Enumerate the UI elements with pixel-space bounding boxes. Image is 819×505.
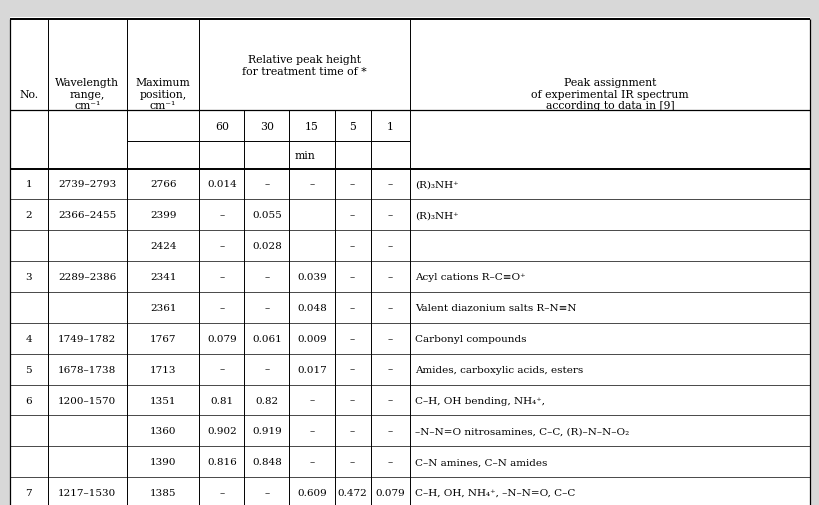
Text: 0.81: 0.81	[210, 396, 233, 405]
Text: –: –	[387, 180, 392, 189]
Text: –: –	[219, 242, 224, 250]
Text: 0.472: 0.472	[337, 488, 367, 497]
Text: 0.902: 0.902	[206, 427, 237, 435]
Text: 0.82: 0.82	[255, 396, 278, 405]
Text: –: –	[264, 488, 269, 497]
Text: 0.028: 0.028	[251, 242, 282, 250]
Text: –: –	[387, 304, 392, 312]
Text: –: –	[264, 365, 269, 374]
Text: Carbonyl compounds: Carbonyl compounds	[414, 334, 526, 343]
Text: –: –	[219, 211, 224, 220]
Text: 30: 30	[260, 121, 274, 131]
Text: (R)₃NH⁺: (R)₃NH⁺	[414, 180, 458, 189]
Text: 2: 2	[25, 211, 32, 220]
Text: 2739–2793: 2739–2793	[58, 180, 116, 189]
Text: 7: 7	[25, 488, 32, 497]
Text: Wavelength
range,
cm⁻¹: Wavelength range, cm⁻¹	[55, 78, 120, 111]
Text: –: –	[387, 396, 392, 405]
Text: 2289–2386: 2289–2386	[58, 273, 116, 281]
Text: 1678–1738: 1678–1738	[58, 365, 116, 374]
Text: 15: 15	[305, 121, 319, 131]
Text: Relative peak height
for treatment time of *: Relative peak height for treatment time …	[242, 55, 366, 76]
Text: 0.039: 0.039	[296, 273, 327, 281]
Text: 2341: 2341	[150, 273, 176, 281]
Text: –: –	[387, 334, 392, 343]
Text: –: –	[350, 180, 355, 189]
Text: 60: 60	[215, 121, 229, 131]
Text: 1: 1	[387, 121, 393, 131]
Text: 1: 1	[25, 180, 32, 189]
Text: –: –	[264, 304, 269, 312]
Text: 1217–1530: 1217–1530	[58, 488, 116, 497]
Text: 0.009: 0.009	[296, 334, 327, 343]
Text: Maximum
position,
cm⁻¹: Maximum position, cm⁻¹	[136, 78, 190, 111]
Text: C–H, OH, NH₄⁺, –N–N=O, C–C: C–H, OH, NH₄⁺, –N–N=O, C–C	[414, 488, 575, 497]
Text: –: –	[219, 365, 224, 374]
Text: 0.848: 0.848	[251, 458, 282, 466]
Text: –: –	[264, 273, 269, 281]
Text: No.: No.	[19, 90, 38, 99]
Text: –: –	[350, 211, 355, 220]
Text: 1713: 1713	[150, 365, 176, 374]
Text: 0.816: 0.816	[206, 458, 237, 466]
Text: –: –	[387, 427, 392, 435]
Text: 6: 6	[25, 396, 32, 405]
Text: Amides, carboxylic acids, esters: Amides, carboxylic acids, esters	[414, 365, 582, 374]
Text: 0.014: 0.014	[206, 180, 237, 189]
Text: –: –	[350, 396, 355, 405]
Text: Acyl cations R–C≡O⁺: Acyl cations R–C≡O⁺	[414, 273, 525, 281]
Text: 2361: 2361	[150, 304, 176, 312]
Text: 0.061: 0.061	[251, 334, 282, 343]
Text: –: –	[309, 180, 314, 189]
Text: –: –	[350, 427, 355, 435]
Text: 0.048: 0.048	[296, 304, 327, 312]
Text: 1200–1570: 1200–1570	[58, 396, 116, 405]
Text: 5: 5	[25, 365, 32, 374]
Text: –: –	[219, 273, 224, 281]
Text: –: –	[309, 427, 314, 435]
Text: 3: 3	[25, 273, 32, 281]
Text: 2366–2455: 2366–2455	[58, 211, 116, 220]
Text: 1360: 1360	[150, 427, 176, 435]
Text: Peak assignment
of experimental IR spectrum
according to data in [9]: Peak assignment of experimental IR spect…	[531, 78, 688, 111]
Text: –: –	[264, 180, 269, 189]
Text: –: –	[350, 334, 355, 343]
Text: –: –	[387, 273, 392, 281]
Text: Valent diazonium salts R–N≡N: Valent diazonium salts R–N≡N	[414, 304, 576, 312]
Text: 0.919: 0.919	[251, 427, 282, 435]
Text: –: –	[219, 304, 224, 312]
Text: –: –	[387, 242, 392, 250]
Text: 2399: 2399	[150, 211, 176, 220]
Text: C–N amines, C–N amides: C–N amines, C–N amides	[414, 458, 547, 466]
Text: –: –	[387, 365, 392, 374]
Text: min: min	[294, 150, 314, 160]
Text: 0.079: 0.079	[206, 334, 237, 343]
Text: –: –	[350, 365, 355, 374]
Text: (R)₃NH⁺: (R)₃NH⁺	[414, 211, 458, 220]
Text: 1351: 1351	[150, 396, 176, 405]
Text: 4: 4	[25, 334, 32, 343]
Text: –: –	[309, 458, 314, 466]
Text: 1767: 1767	[150, 334, 176, 343]
Text: –: –	[350, 458, 355, 466]
Text: –: –	[350, 304, 355, 312]
Text: 0.079: 0.079	[375, 488, 405, 497]
Text: 1390: 1390	[150, 458, 176, 466]
Text: 1385: 1385	[150, 488, 176, 497]
Text: –: –	[387, 458, 392, 466]
Text: 5: 5	[349, 121, 355, 131]
Text: 0.055: 0.055	[251, 211, 282, 220]
Text: –: –	[350, 242, 355, 250]
Text: –: –	[219, 488, 224, 497]
Text: –: –	[350, 273, 355, 281]
Text: 2766: 2766	[150, 180, 176, 189]
Text: –: –	[387, 211, 392, 220]
Text: 0.017: 0.017	[296, 365, 327, 374]
Text: 0.609: 0.609	[296, 488, 327, 497]
Text: –N–N=O nitrosamines, C–C, (R)–N–N–O₂: –N–N=O nitrosamines, C–C, (R)–N–N–O₂	[414, 427, 628, 435]
Text: 2424: 2424	[150, 242, 176, 250]
Text: –: –	[309, 396, 314, 405]
Text: C–H, OH bending, NH₄⁺,: C–H, OH bending, NH₄⁺,	[414, 396, 545, 405]
Text: 1749–1782: 1749–1782	[58, 334, 116, 343]
